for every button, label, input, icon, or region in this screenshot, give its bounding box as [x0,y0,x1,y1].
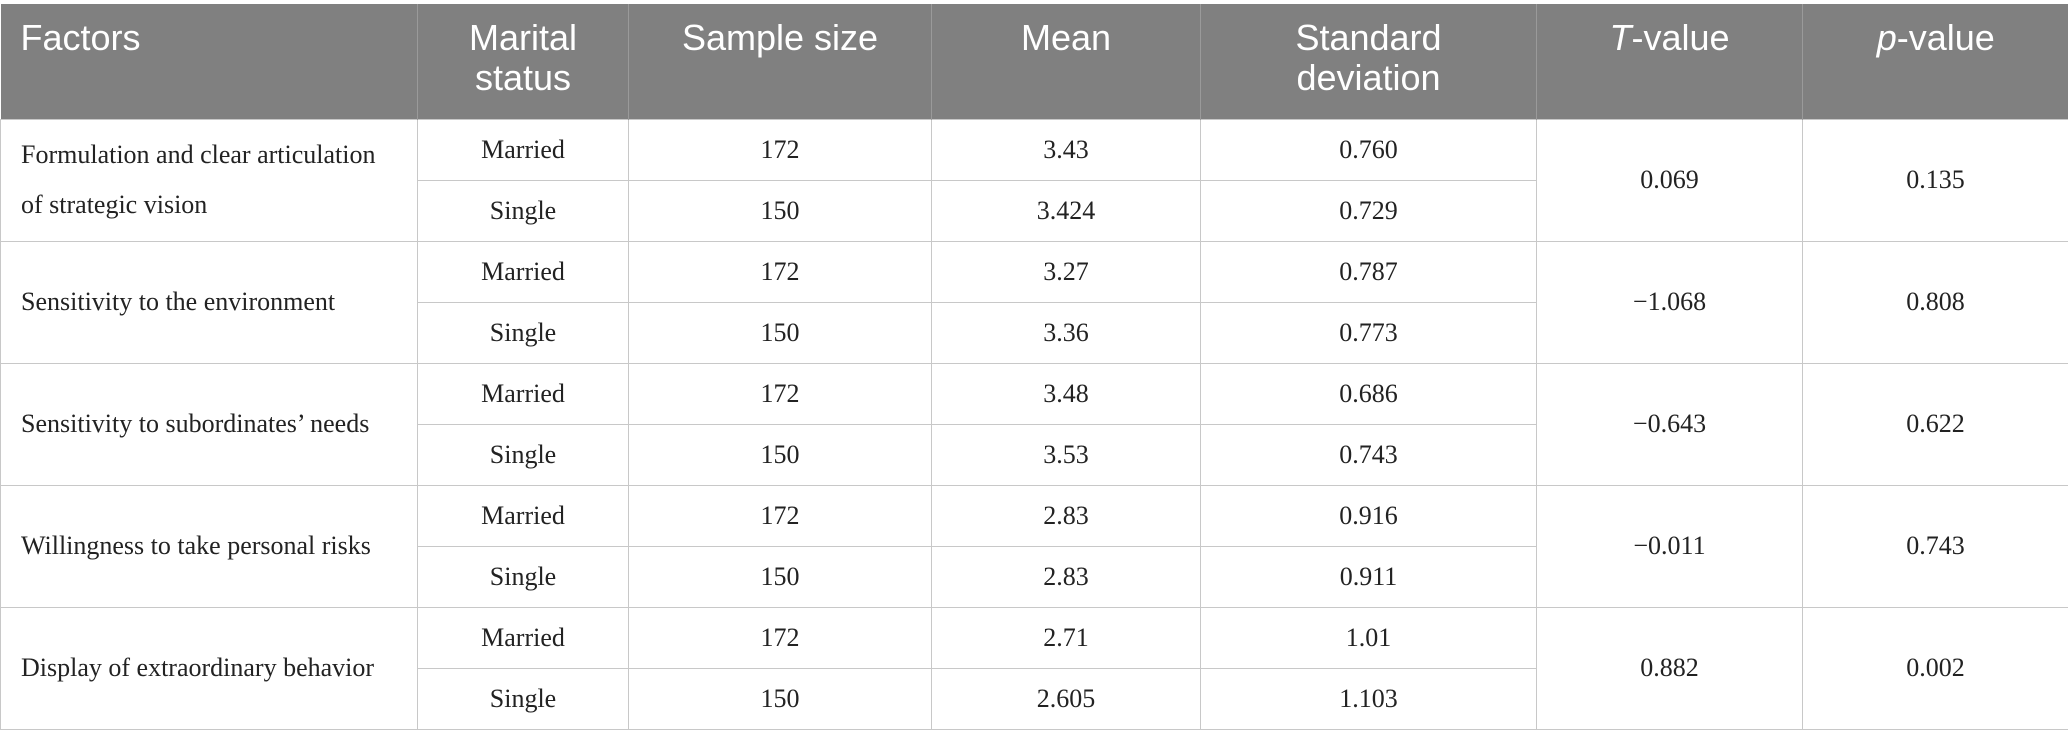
p-value-cell: 0.622 [1802,362,2068,486]
header-text: T-value [1609,17,1730,58]
data-cell: 150 [628,301,932,364]
p-value-cell: 0.002 [1802,606,2068,730]
table-row: Sensitivity to subordinates’ needs Marrie… [0,362,2068,486]
table-header: Factors Marital status Sample size Mean Stan… [0,4,2068,119]
data-cell: 3.27 [931,240,1201,303]
data-cell: 0.743 [1200,423,1537,486]
table-row: Single 150 2.83 0.911 [1,545,2068,608]
data-cell: 2.605 [931,667,1201,730]
data-cell: 0.787 [1200,240,1537,303]
data-cell: 172 [628,240,932,303]
column-header: T-value [1536,4,1803,119]
header-text: Mean [1020,17,1112,58]
data-cell: 172 [628,362,932,425]
results-table: Factors Marital status Sample size Mean Stan… [0,4,2068,730]
data-cell: 150 [628,423,932,486]
t-value-cell: 0.882 [1536,606,1803,730]
data-cell: 172 [628,484,932,547]
data-cell: 150 [628,545,932,608]
factor-cell: Sensitivity to the environment [0,240,418,364]
data-cell: 0.686 [1200,362,1537,425]
data-cell: Single [417,301,629,364]
data-cell: 3.48 [931,362,1201,425]
data-cell: 2.71 [931,606,1201,669]
data-cell: 0.911 [1200,545,1537,608]
data-cell: Single [417,423,629,486]
data-cell: 0.916 [1200,484,1537,547]
data-cell: 2.83 [931,484,1201,547]
column-header: p-value [1802,4,2068,119]
table-row: Single 150 2.605 1.103 [1,667,2068,730]
t-value-cell: −0.643 [1536,362,1803,486]
header-text: Factors [20,17,141,58]
column-header: Mean [931,4,1201,119]
data-cell: 172 [628,606,932,669]
data-cell: 3.43 [931,118,1201,181]
data-cell: Married [417,362,629,425]
data-cell: 0.729 [1200,179,1537,242]
table-row: Display of extraordinary behavior Married… [0,606,2068,730]
data-cell: 0.773 [1200,301,1537,364]
table-row: Single 150 3.53 0.743 [1,423,2068,486]
header-text: Sample size [681,17,879,58]
data-cell: Married [417,240,629,303]
p-value-cell: 0.135 [1802,118,2068,242]
p-value-cell: 0.808 [1802,240,2068,364]
column-header: Factors [0,4,418,119]
data-cell: Single [417,179,629,242]
data-cell: Single [417,545,629,608]
header-text: p-value [1876,17,1995,58]
table-row: Single 150 3.36 0.773 [1,301,2068,364]
data-cell: 2.83 [931,545,1201,608]
factor-cell: Formulation and clear articulation of st… [0,118,418,242]
table-row: Formulation and clear articulation of st… [0,118,2068,242]
header-text: Marital status [468,17,578,98]
data-cell: 3.53 [931,423,1201,486]
table-row: Willingness to take personal risks Marrie… [0,484,2068,608]
data-cell: Married [417,118,629,181]
header-row: Factors Marital status Sample size Mean Stan… [0,4,2068,119]
column-header: Marital status [417,4,629,119]
data-cell: Single [417,667,629,730]
data-cell: 150 [628,667,932,730]
data-cell: 0.760 [1200,118,1537,181]
t-value-cell: 0.069 [1536,118,1803,242]
factor-cell: Willingness to take personal risks [0,484,418,608]
column-header: Sample size [628,4,932,119]
table-row: Sensitivity to the environment Married 172… [0,240,2068,364]
p-value-cell: 0.743 [1802,484,2068,608]
data-cell: 1.01 [1200,606,1537,669]
t-value-cell: −0.011 [1536,484,1803,608]
table-body: Formulation and clear articulation of st… [0,118,2068,730]
data-cell: 150 [628,179,932,242]
column-header: Standard deviation [1200,4,1537,119]
data-cell: 1.103 [1200,667,1537,730]
data-cell: 3.36 [931,301,1201,364]
factor-cell: Sensitivity to subordinates’ needs [0,362,418,486]
data-cell: 172 [628,118,932,181]
t-value-cell: −1.068 [1536,240,1803,364]
factor-cell: Display of extraordinary behavior [0,606,418,730]
data-cell: 3.424 [931,179,1201,242]
data-cell: Married [417,606,629,669]
header-text: Standard deviation [1295,17,1442,98]
data-cell: Married [417,484,629,547]
